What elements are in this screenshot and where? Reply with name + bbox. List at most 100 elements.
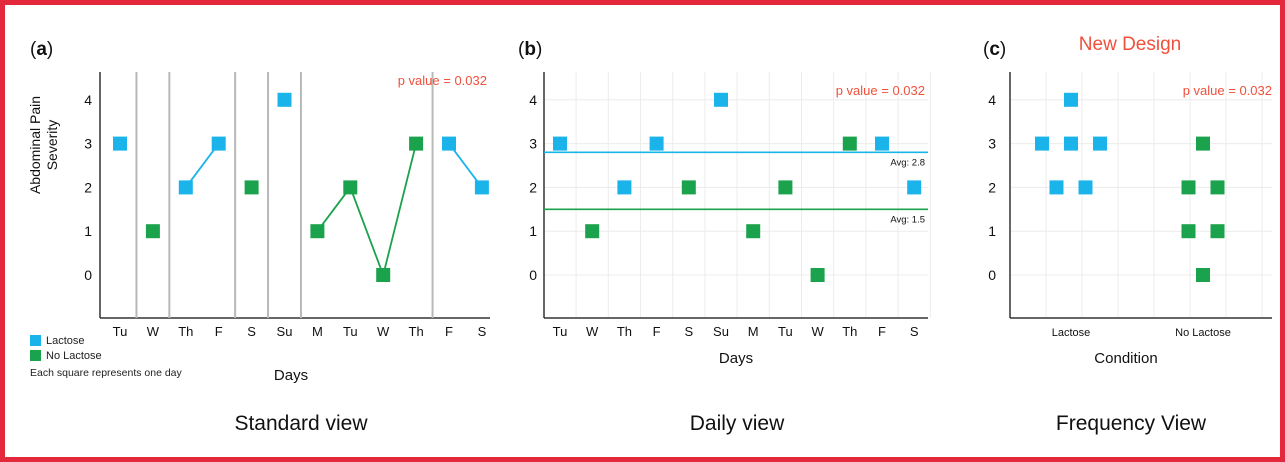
legend-swatch-lactose — [30, 335, 41, 346]
x-tick-label: M — [312, 324, 323, 339]
data-point — [1210, 224, 1225, 239]
data-point — [1210, 180, 1225, 195]
y-tick-label: 2 — [529, 179, 537, 195]
average-label: Avg: 1.5 — [890, 214, 925, 225]
data-point — [343, 180, 358, 195]
data-point — [113, 136, 127, 151]
x-tick-label: F — [653, 324, 661, 339]
panel-label: (b) — [518, 39, 542, 60]
y-tick-label: 0 — [529, 267, 537, 283]
chart-panel-2: (b) 0 1 2 3 4 Tu W Th F S Su M Tu W Th F S Days Avg: 2.8 Avg… — [518, 39, 931, 435]
x-tick-label: Tu — [778, 324, 793, 339]
data-point — [810, 268, 825, 282]
panel-caption: Standard view — [234, 412, 368, 435]
data-point — [585, 224, 600, 239]
y-tick-label: 1 — [529, 223, 537, 239]
panel-label: (a) — [30, 39, 53, 60]
data-point — [1196, 268, 1210, 282]
data-point — [553, 136, 567, 151]
data-point — [778, 180, 793, 195]
data-point — [842, 136, 857, 151]
x-tick-label: S — [478, 324, 487, 339]
data-point — [310, 224, 325, 239]
chart-panel-3: (c) 0 1 2 3 4 Lactose No Lactose Condition p valu… — [983, 39, 1272, 435]
x-tick-label: Lactose — [1052, 327, 1091, 339]
data-point — [1064, 92, 1078, 107]
y-axis-label: Abdominal PainSeverity — [27, 96, 60, 194]
x-tick-label: Su — [277, 324, 293, 339]
data-point — [1181, 180, 1196, 195]
data-point — [409, 136, 424, 151]
y-tick-label: 4 — [988, 92, 996, 108]
data-point — [746, 224, 761, 239]
x-tick-label: F — [878, 324, 886, 339]
data-point — [211, 136, 226, 151]
legend-label-no-lactose: No Lactose — [46, 350, 102, 362]
data-point — [145, 224, 160, 239]
y-tick-label: 2 — [988, 179, 996, 195]
data-point — [442, 136, 456, 151]
panel-caption: Frequency View — [1056, 412, 1207, 435]
p-value-label: p value = 0.032 — [398, 73, 487, 88]
y-tick-label: 4 — [84, 92, 92, 108]
series-connector — [448, 143, 483, 188]
y-tick-label: 1 — [84, 223, 92, 239]
x-tick-label: S — [910, 324, 919, 339]
x-tick-label: W — [811, 324, 824, 339]
y-tick-label: 0 — [988, 267, 996, 283]
new-design-label: New Design — [1079, 34, 1181, 55]
x-tick-label: Su — [713, 324, 729, 339]
chart-panel-1: (a) 0 1 2 3 4 Abdominal PainSeverity Tu W Th F S Su M… — [27, 39, 490, 435]
data-point — [1196, 136, 1210, 151]
data-point — [474, 180, 489, 195]
legend-note: Each square represents one day — [30, 367, 183, 379]
x-tick-label: Th — [842, 324, 857, 339]
y-tick-label: 1 — [988, 223, 996, 239]
x-tick-label: Th — [617, 324, 632, 339]
data-point — [277, 92, 292, 107]
x-axis-label: Days — [719, 350, 753, 367]
legend: Lactose No Lactose Each square represent… — [30, 335, 183, 379]
y-tick-label: 2 — [84, 179, 92, 195]
x-tick-label: Th — [178, 324, 193, 339]
y-tick-label: 4 — [529, 92, 537, 108]
data-point — [1093, 136, 1107, 151]
data-point — [681, 180, 696, 195]
p-value-label: p value = 0.032 — [1183, 83, 1272, 98]
data-point — [617, 180, 632, 195]
x-tick-label: No Lactose — [1175, 327, 1231, 339]
data-point — [714, 92, 728, 107]
y-tick-label: 0 — [84, 267, 92, 283]
x-tick-label: Tu — [113, 324, 128, 339]
data-point — [649, 136, 664, 151]
data-point — [244, 180, 259, 195]
legend-swatch-no-lactose — [30, 350, 41, 361]
x-tick-label: F — [445, 324, 453, 339]
x-tick-label: M — [748, 324, 759, 339]
x-axis-label: Condition — [1094, 350, 1157, 367]
data-point — [1064, 136, 1078, 151]
average-label: Avg: 2.8 — [890, 157, 925, 168]
x-tick-label: W — [147, 324, 160, 339]
series-connector — [316, 143, 417, 279]
panel-label: (c) — [983, 39, 1006, 60]
x-tick-label: S — [684, 324, 693, 339]
y-tick-label: 3 — [529, 136, 537, 152]
x-tick-label: Th — [409, 324, 424, 339]
data-point — [178, 180, 193, 195]
data-point — [1035, 136, 1049, 151]
x-axis-label: Days — [274, 367, 308, 384]
data-point — [907, 180, 922, 195]
x-tick-label: W — [586, 324, 599, 339]
data-point — [376, 268, 391, 282]
x-tick-label: F — [215, 324, 223, 339]
x-tick-label: Tu — [553, 324, 568, 339]
y-tick-label: 3 — [84, 136, 92, 152]
data-point — [1049, 180, 1064, 195]
x-tick-label: Tu — [343, 324, 358, 339]
data-point — [1181, 224, 1196, 239]
data-point — [875, 136, 889, 151]
data-point — [1078, 180, 1093, 195]
y-tick-label: 3 — [988, 136, 996, 152]
